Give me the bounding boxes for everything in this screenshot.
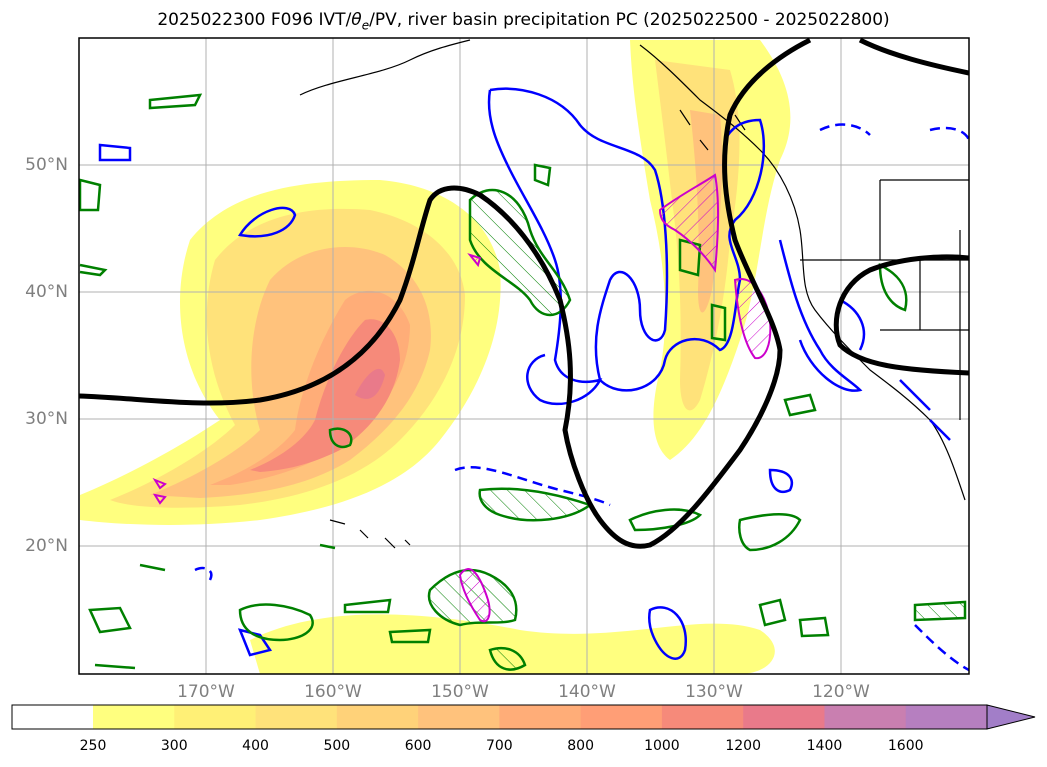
theta-e-dashed xyxy=(194,123,969,672)
lat-label-20: 20°N xyxy=(25,536,68,556)
ivt-shading-south xyxy=(250,614,775,674)
map-layers xyxy=(79,38,969,674)
lon-label-130w: 130°W xyxy=(685,682,743,702)
colorbar-tick-label: 1200 xyxy=(725,738,761,754)
colorbar-cell xyxy=(824,705,907,729)
title-prefix: 2025022300 F096 IVT/ xyxy=(157,10,352,30)
colorbar-cell xyxy=(93,705,175,729)
colorbar-tick-label: 600 xyxy=(404,738,432,754)
graticule xyxy=(79,38,969,674)
title-theta: θ xyxy=(351,10,362,30)
ivt-shading-main xyxy=(80,180,501,525)
lon-label-150w: 150°W xyxy=(431,682,489,702)
lat-label-50: 50°N xyxy=(25,155,68,175)
colorbar xyxy=(11,704,1036,730)
colorbar-tick-label: 700 xyxy=(485,738,513,754)
colorbar-cell xyxy=(743,705,825,729)
colorbar-tick-label: 500 xyxy=(323,738,351,754)
colorbar-cell xyxy=(336,705,419,729)
colorbar-cell xyxy=(418,705,500,729)
lon-label-120w: 120°W xyxy=(812,682,870,702)
colorbar-cell xyxy=(255,705,338,729)
lat-label-40: 40°N xyxy=(25,282,68,302)
chart-title: 2025022300 F096 IVT/θe/PV, river basin p… xyxy=(0,10,1047,32)
lat-label-30: 30°N xyxy=(25,409,68,429)
colorbar-extend-triangle xyxy=(986,704,1036,730)
pv-contours xyxy=(79,93,967,671)
colorbar-tick-label: 1400 xyxy=(806,738,843,754)
colorbar-frame xyxy=(11,704,988,730)
colorbar-cell xyxy=(905,705,988,729)
title-suffix: /PV, river basin precipitation PC (20250… xyxy=(369,10,890,30)
ivt-contours xyxy=(79,38,969,549)
lon-label-170w: 170°W xyxy=(177,682,235,702)
title-sub: e xyxy=(361,18,370,33)
map-frame xyxy=(78,37,970,675)
theta-e-contours xyxy=(98,87,951,660)
colorbar-tick-label: 1600 xyxy=(887,738,924,754)
colorbar-cell xyxy=(580,705,663,729)
colorbar-tick-label: 400 xyxy=(242,738,269,754)
coastlines xyxy=(299,39,969,549)
colorbar-tick-label: 1000 xyxy=(644,738,680,754)
colorbar-cell xyxy=(499,705,582,729)
lon-label-140w: 140°W xyxy=(558,682,616,702)
colorbar-tick-label: 250 xyxy=(79,738,107,754)
colorbar-cell xyxy=(661,705,744,729)
colorbar-tick-label: 300 xyxy=(160,738,188,754)
colorbar-tick-label: 800 xyxy=(567,738,594,754)
colorbar-cell xyxy=(174,705,257,729)
lon-label-160w: 160°W xyxy=(304,682,362,702)
